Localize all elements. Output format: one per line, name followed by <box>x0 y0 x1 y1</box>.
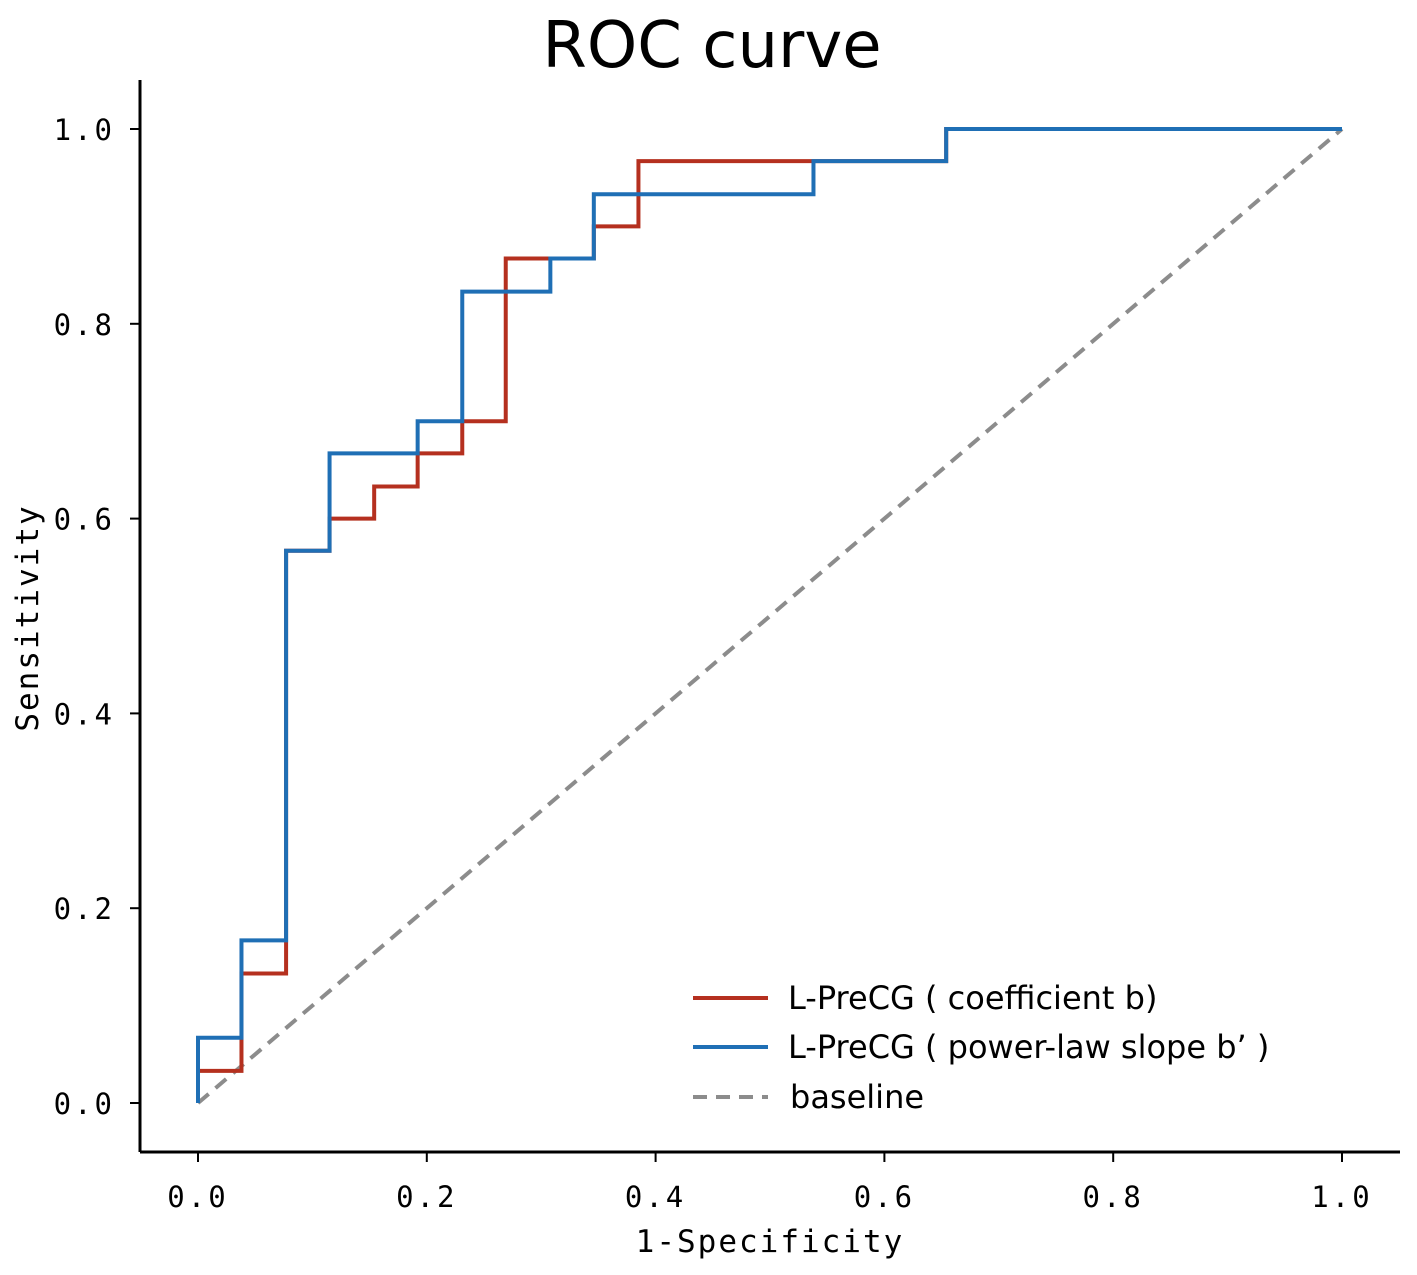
legend-label-baseline: baseline <box>790 1078 924 1116</box>
series-layer <box>196 127 1344 1105</box>
y-tick-label: 0.4 <box>54 697 115 731</box>
baseline-line <box>196 127 1344 1105</box>
y-tick-label: 1.0 <box>54 113 115 147</box>
x-tick-label: 0.4 <box>625 1180 686 1214</box>
x-tick-label: 0.8 <box>1083 1180 1144 1214</box>
x-tick-label: 0.2 <box>396 1180 457 1214</box>
legend-label-series-2: L-PreCG ( power-law slope b’ ) <box>788 1028 1269 1066</box>
x-tick-label: 0.6 <box>854 1180 915 1214</box>
y-tick-label: 0.6 <box>54 503 115 537</box>
y-ticks: 0.0 0.2 0.4 0.6 0.8 1.0 <box>54 113 140 1121</box>
x-tick-label: 0.0 <box>167 1180 228 1214</box>
y-tick-label: 0.0 <box>54 1087 115 1121</box>
x-ticks: 0.0 0.2 0.4 0.6 0.8 1.0 <box>167 1152 1372 1214</box>
legend: L-PreCG ( coefficient b) L-PreCG ( power… <box>693 979 1269 1116</box>
x-axis-label: 1-Specificity <box>636 1224 905 1260</box>
y-axis-label: Sensitivity <box>10 504 46 731</box>
y-tick-label: 0.8 <box>54 308 115 342</box>
chart-title: ROC curve <box>542 9 881 83</box>
series-line-power-law-slope <box>196 127 1342 1103</box>
y-tick-label: 0.2 <box>54 892 115 926</box>
legend-label-series-1: L-PreCG ( coefficient b) <box>788 979 1157 1017</box>
x-tick-label: 1.0 <box>1311 1180 1372 1214</box>
